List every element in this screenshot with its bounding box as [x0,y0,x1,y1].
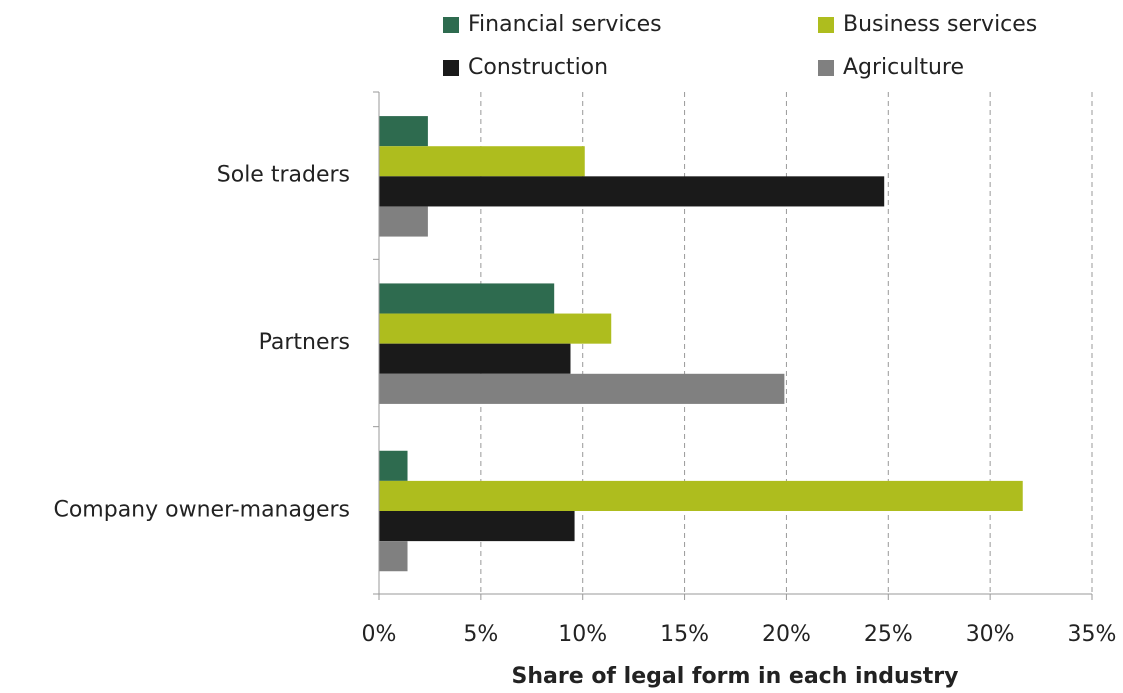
legend-swatch [443,17,459,33]
x-tick-label: 25% [864,622,913,647]
x-tick-label: 15% [660,622,709,647]
x-axis-title: Share of legal form in each industry [512,664,959,689]
bar [379,541,408,572]
bar [379,176,885,207]
x-tick-label: 0% [362,622,397,647]
bar [379,343,571,374]
legend-swatch [818,60,834,76]
y-tick-label: Company owner-managers [53,497,350,522]
x-tick-label: 35% [1068,622,1117,647]
legend-swatch [443,60,459,76]
x-tick-label: 5% [463,622,498,647]
bar [379,450,408,481]
x-tick-label: 20% [762,622,811,647]
legend-label: Agriculture [843,55,964,80]
x-tick-label: 30% [966,622,1015,647]
legend-label: Business services [843,12,1037,37]
bar [379,511,575,542]
legend-label: Financial services [468,12,662,37]
x-tick-label: 10% [558,622,607,647]
bar [379,313,612,344]
legend-label: Construction [468,55,608,80]
bar [379,146,585,177]
y-tick-label: Partners [259,330,350,355]
bar [379,283,555,314]
legend-swatch [818,17,834,33]
bar [379,480,1023,512]
y-tick-label: Sole traders [217,163,350,188]
bar [379,373,785,404]
bar [379,206,428,237]
bar [379,116,428,147]
